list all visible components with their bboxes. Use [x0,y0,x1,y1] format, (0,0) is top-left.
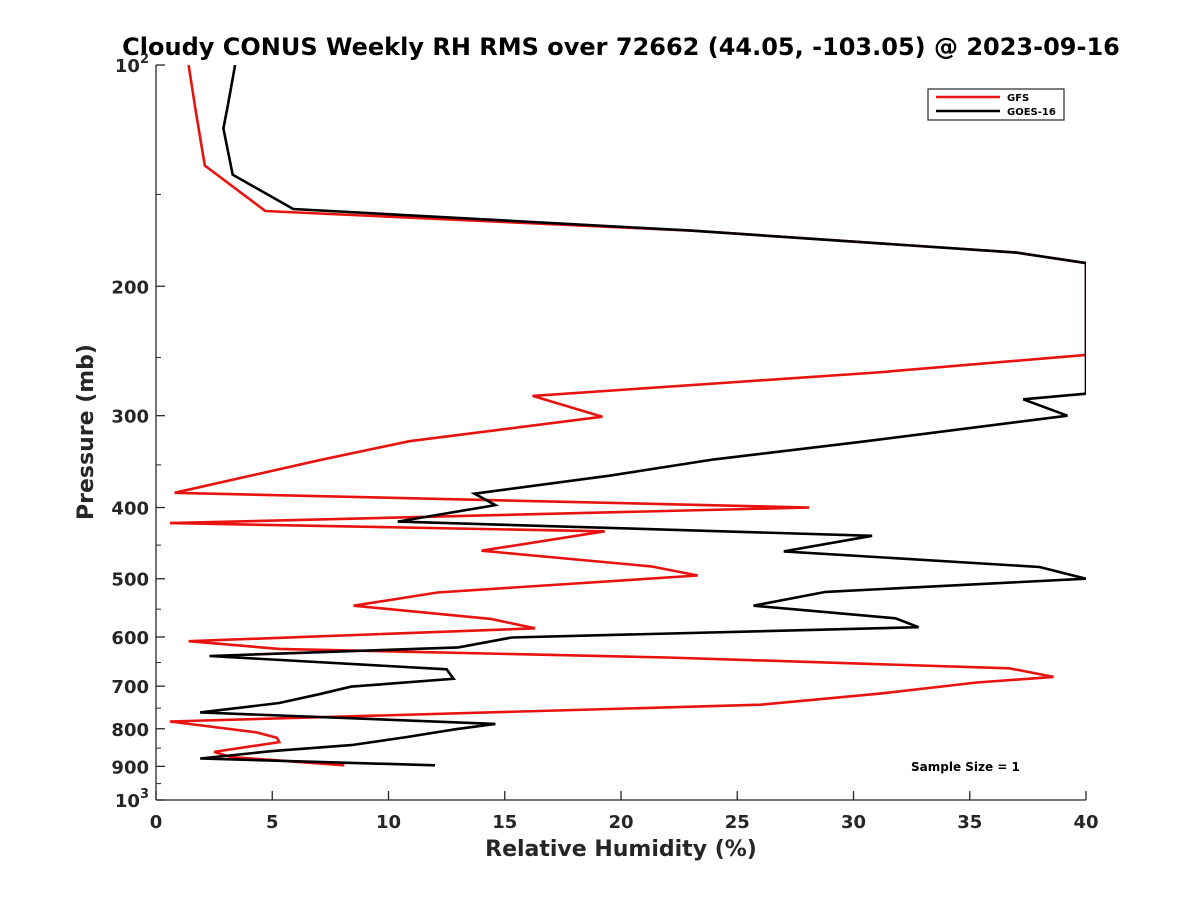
x-tick-label: 0 [150,812,163,833]
y-tick-label: 300 [111,407,149,428]
x-tick-label: 5 [266,812,279,833]
y-tick-label: 400 [111,499,149,520]
series-line-goes-16 [200,65,1086,767]
legend: GFS GOES-16 [927,88,1065,121]
y-tick-label: 500 [111,570,149,591]
x-tick-label: 30 [841,812,866,833]
plot-area: 0 5 10 15 20 25 30 35 40 102 200 300 400 500 600 700 800… [111,52,1098,833]
y-tick-label: 102 [115,52,149,77]
x-tick-label: 15 [492,812,517,833]
y-tick-label: 600 [111,628,149,649]
y-tick-label: 800 [111,720,149,741]
x-tick-label: 35 [957,812,982,833]
sample-size-annotation: Sample Size = 1 [911,760,1020,774]
x-tick-label: 25 [725,812,750,833]
x-axis-label: Relative Humidity (%) [485,837,757,862]
y-tick-label: 900 [111,757,149,778]
y-tick-label: 103 [115,787,149,812]
y-tick-label: 700 [111,677,149,698]
legend-box [927,88,1065,121]
y-axis-label: Pressure (mb) [74,344,99,520]
chart-title: Cloudy CONUS Weekly RH RMS over 72662 (4… [122,33,1120,61]
legend-label: GFS [1007,93,1029,104]
series-line-gfs [169,65,1086,767]
x-tick-label: 20 [608,812,633,833]
legend-label: GOES-16 [1007,107,1056,118]
x-tick-label: 40 [1073,812,1098,833]
y-tick-label: 200 [111,277,149,298]
x-tick-label: 10 [376,812,401,833]
